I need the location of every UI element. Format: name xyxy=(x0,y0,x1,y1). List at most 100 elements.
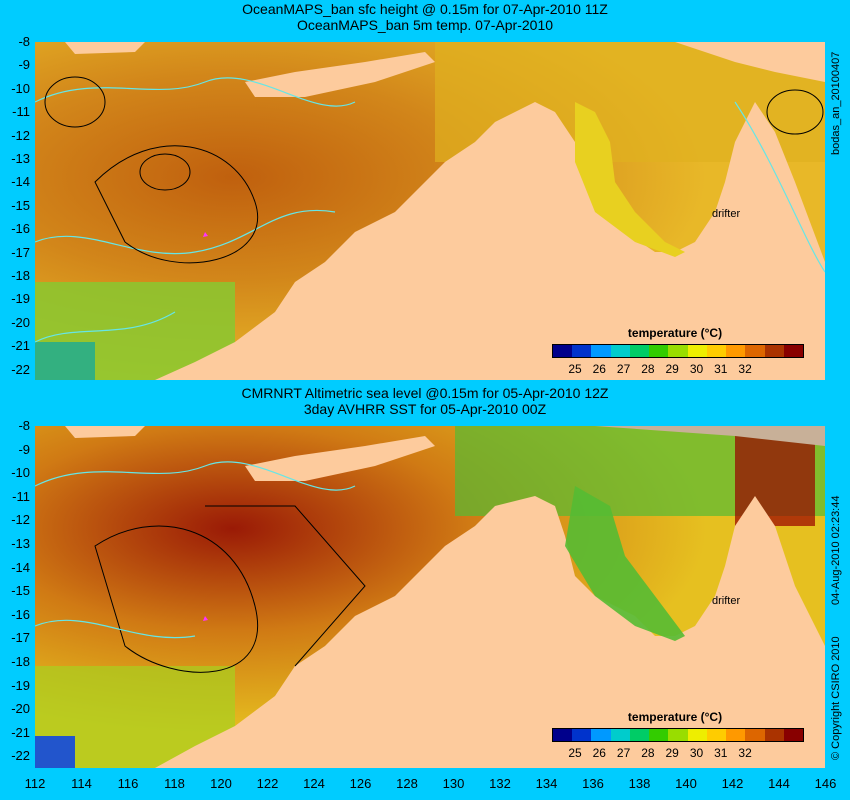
x-tick-label: 134 xyxy=(535,776,558,791)
y-tick-label: -22 xyxy=(11,748,30,764)
x-tick-label: 144 xyxy=(768,776,790,791)
colorbar-tick-label: 30 xyxy=(689,362,704,376)
y-tick-label: -10 xyxy=(11,465,30,481)
y-tick-label: -19 xyxy=(11,677,30,693)
colorbar-swatch xyxy=(629,345,650,357)
x-tick-label: 116 xyxy=(117,776,139,791)
x-tick-label: 142 xyxy=(721,776,744,791)
colorbar-swatch xyxy=(629,729,650,741)
y-tick-label: -22 xyxy=(11,361,30,377)
copyright: © Copyright CSIRO 2010 xyxy=(830,636,842,760)
bottom-title-line1: CMRNRT Altimetric sea level @0.15m for 0… xyxy=(241,385,609,401)
y-tick-label: -15 xyxy=(11,197,30,213)
colorbar-swatch xyxy=(610,729,630,741)
y-tick-label: -14 xyxy=(11,174,30,190)
colorbar-tick-label: 31 xyxy=(714,746,728,760)
x-tick-label: 128 xyxy=(396,776,418,791)
y-tick-label: -18 xyxy=(11,654,30,669)
colorbar-tick-label: 29 xyxy=(665,362,679,376)
colorbar-swatch xyxy=(687,729,707,741)
colorbar-swatch xyxy=(591,345,611,357)
colorbar-tick-label: 32 xyxy=(738,746,752,760)
colorbar-swatch xyxy=(726,729,746,741)
colorbar-swatch xyxy=(553,345,573,357)
x-tick-label: 138 xyxy=(628,776,651,791)
colorbar-swatch xyxy=(572,345,592,357)
bottom-colorbar xyxy=(552,728,804,742)
x-tick-label: 124 xyxy=(303,776,325,791)
y-tick-label: -20 xyxy=(11,314,30,330)
top-title-line1: OceanMAPS_ban sfc height @ 0.15m for 07-… xyxy=(242,1,608,17)
x-tick-label: 118 xyxy=(164,776,185,791)
bottom-colorbar-title: temperature (°C) xyxy=(627,710,723,724)
y-tick-label: -11 xyxy=(12,488,30,504)
colorbar-swatch xyxy=(591,729,611,741)
colorbar-swatch xyxy=(764,729,784,741)
colorbar-swatch xyxy=(572,729,592,741)
x-tick-label: 146 xyxy=(814,776,837,791)
x-tick-label: 122 xyxy=(256,776,279,791)
x-tick-label: 114 xyxy=(71,776,92,791)
colorbar-swatch xyxy=(706,345,727,357)
y-tick-label: -8 xyxy=(18,418,30,433)
top-title-line2: OceanMAPS_ban 5m temp. 07-Apr-2010 xyxy=(296,17,554,33)
colorbar-swatch xyxy=(687,345,707,357)
y-tick-label: -14 xyxy=(11,559,30,575)
colorbar-tick-label: 31 xyxy=(714,362,728,376)
colorbar-tick-label: 29 xyxy=(665,746,679,760)
top-side-label: bodas_an_20100407 xyxy=(830,51,842,155)
x-tick-label: 132 xyxy=(489,776,511,791)
x-tick-label: 120 xyxy=(210,776,232,791)
y-tick-label: -16 xyxy=(11,606,30,622)
y-tick-label: -16 xyxy=(11,221,30,237)
y-tick-label: -10 xyxy=(11,80,30,96)
australia-land xyxy=(155,102,825,380)
y-tick-label: -12 xyxy=(11,127,30,143)
colorbar-swatch xyxy=(706,729,727,741)
top-colorbar xyxy=(552,344,804,358)
colorbar-swatch xyxy=(783,729,804,741)
y-tick-label: -8 xyxy=(18,34,30,49)
y-tick-label: -19 xyxy=(11,291,30,307)
colorbar-tick-label: 27 xyxy=(616,746,631,760)
colorbar-swatch xyxy=(745,729,765,741)
bottom-map xyxy=(35,426,825,768)
y-tick-label: -9 xyxy=(18,441,30,457)
y-tick-label: -11 xyxy=(12,104,30,120)
top-colorbar-title: temperature (°C) xyxy=(627,326,723,340)
x-tick-label: 140 xyxy=(675,776,697,791)
colorbar-swatch xyxy=(668,729,688,741)
colorbar-swatch xyxy=(726,345,746,357)
x-tick-label: 136 xyxy=(582,776,604,791)
australia-land-bottom xyxy=(155,496,825,768)
x-tick-label: 112 xyxy=(24,776,46,791)
y-tick-label: -21 xyxy=(11,338,30,354)
y-tick-label: -13 xyxy=(11,536,30,551)
colorbar-tick-label: 27 xyxy=(616,362,631,376)
y-tick-label: -9 xyxy=(18,57,30,73)
top-drifter-label: drifter xyxy=(712,208,741,220)
y-tick-label: -15 xyxy=(11,583,30,599)
y-tick-label: -12 xyxy=(11,512,30,528)
colorbar-swatch xyxy=(764,345,784,357)
colorbar-tick-label: 32 xyxy=(738,362,752,376)
colorbar-swatch xyxy=(553,729,573,741)
drifter-marker xyxy=(203,232,208,237)
colorbar-swatch xyxy=(610,345,630,357)
x-tick-label: 130 xyxy=(442,776,465,791)
x-tick-label: 126 xyxy=(349,776,372,791)
y-tick-label: -17 xyxy=(11,244,30,260)
y-tick-label: -18 xyxy=(11,268,30,283)
bottom-drifter-label: drifter xyxy=(712,595,741,607)
bottom-side-label: 04-Aug-2010 02:23:44 xyxy=(830,495,842,605)
colorbar-tick-label: 26 xyxy=(592,746,606,760)
y-tick-label: -20 xyxy=(11,701,30,717)
y-tick-label: -17 xyxy=(11,630,30,646)
colorbar-tick-label: 30 xyxy=(689,746,704,760)
colorbar-swatch xyxy=(649,345,669,357)
colorbar-tick-label: 28 xyxy=(641,362,655,376)
colorbar-tick-label: 28 xyxy=(641,746,655,760)
colorbar-swatch xyxy=(783,345,804,357)
colorbar-tick-label: 25 xyxy=(568,746,582,760)
colorbar-swatch xyxy=(649,729,669,741)
